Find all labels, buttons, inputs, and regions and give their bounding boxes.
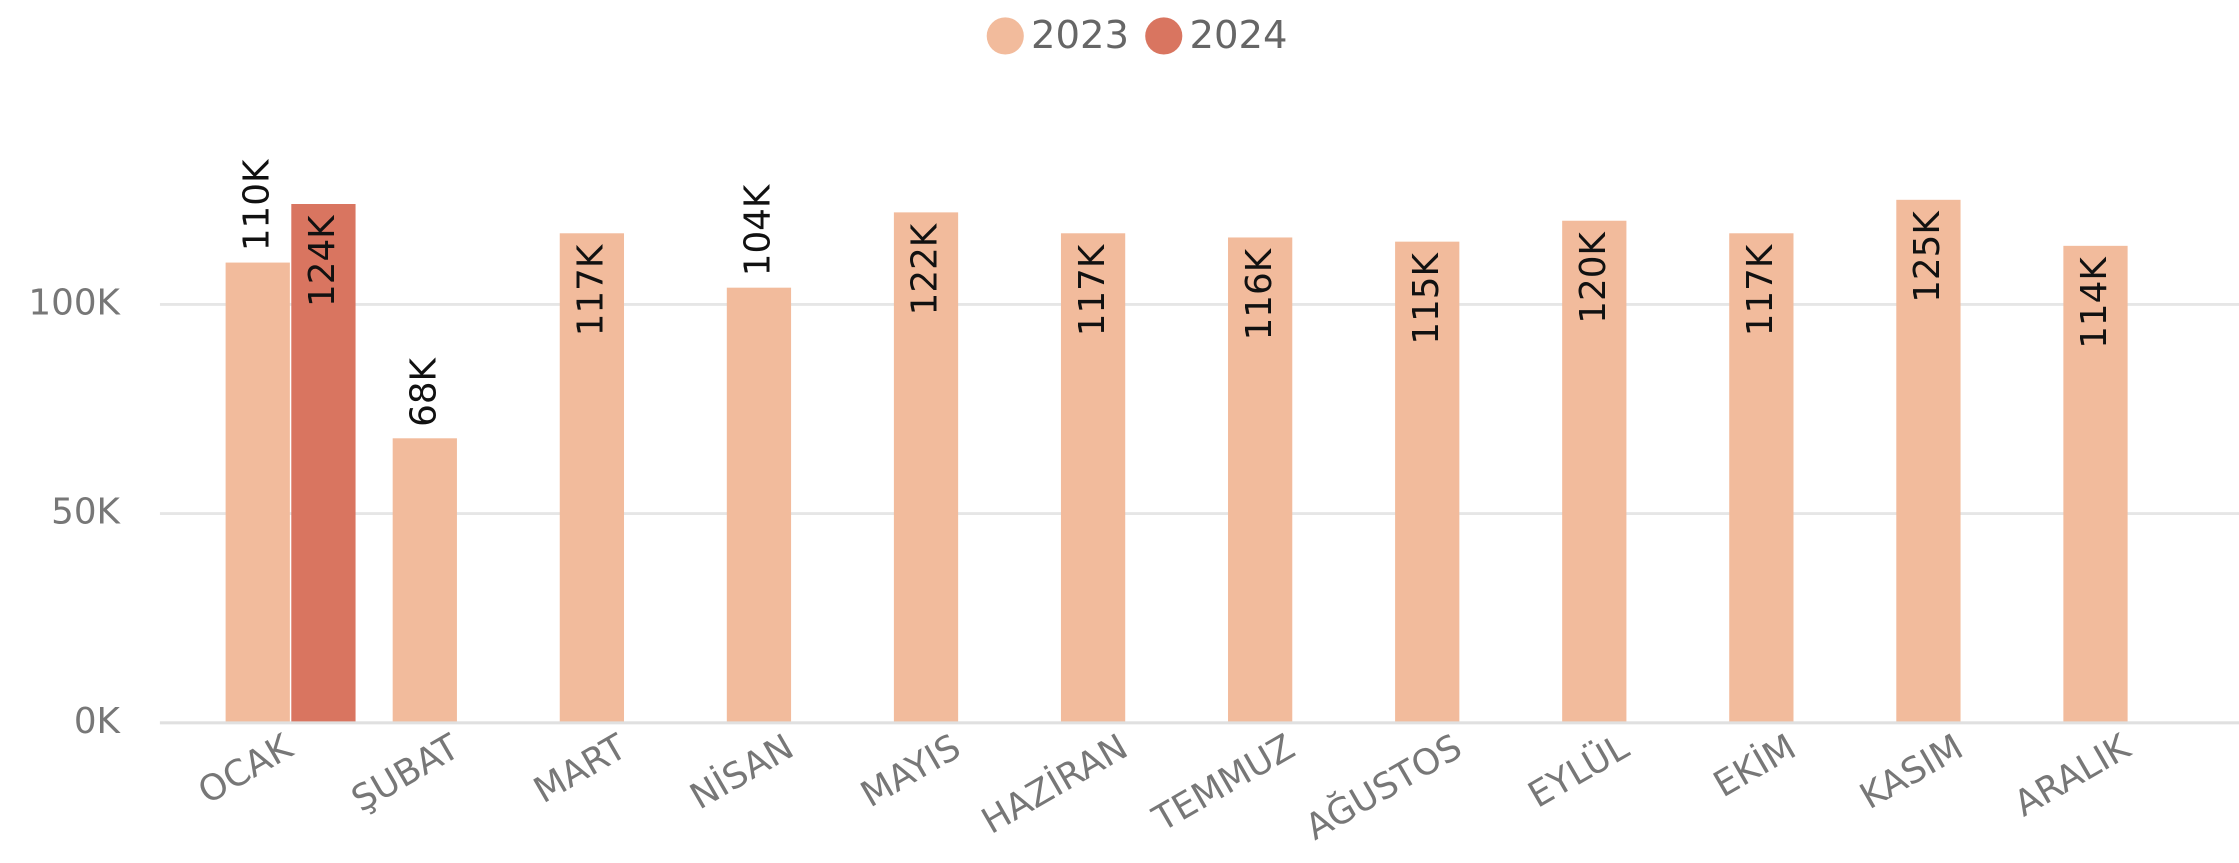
data-label-group: 114K [2074, 256, 2115, 349]
bar [893, 212, 959, 723]
data-label-group: 117K [1740, 243, 1781, 336]
legend-label: 2024 [1189, 13, 1287, 58]
y-tick-label: 100K [28, 282, 121, 323]
data-label: 120K [1573, 231, 1614, 324]
data-label: 104K [738, 183, 779, 276]
x-tick-group: ŞUBAT [345, 726, 467, 820]
x-tick-group: AĞUSTOS [1298, 726, 1469, 849]
x-tick-group: OCAK [192, 726, 301, 813]
bar [1228, 237, 1293, 723]
data-label: 125K [1907, 210, 1948, 303]
x-tick-label: KASIM [1853, 727, 1970, 818]
bar [392, 438, 457, 723]
x-tick-label: AĞUSTOS [1298, 726, 1469, 849]
x-tick-label: MART [527, 727, 634, 812]
x-tick-group: TEMMUZ [1145, 727, 1301, 841]
x-tick-group: KASIM [1853, 727, 1970, 818]
bar [291, 204, 356, 723]
legend-marker [986, 17, 1024, 55]
bar [1060, 233, 1126, 723]
data-label-group: 117K [1072, 243, 1113, 336]
data-label-group: 110K [236, 158, 277, 251]
x-tick-group: ARALIK [2008, 726, 2139, 825]
data-label: 116K [1239, 247, 1280, 340]
data-label: 110K [236, 158, 277, 251]
x-tick-label: MAYIS [854, 727, 968, 816]
x-tick-group: HAZİRAN [975, 726, 1135, 843]
data-label-group: 122K [905, 222, 946, 315]
bar [726, 287, 792, 723]
y-tick-label: 0K [74, 701, 122, 742]
bar [2063, 245, 2128, 723]
bar [1562, 220, 1627, 723]
data-label-group: 120K [1573, 231, 1614, 324]
bar [225, 262, 290, 723]
y-tick-label: 50K [51, 492, 121, 533]
data-label-group: 124K [302, 214, 343, 307]
x-tick-group: MART [527, 727, 634, 812]
x-tick-group: MAYIS [854, 727, 968, 816]
data-label-group: 104K [738, 183, 779, 276]
x-tick-label: ŞUBAT [345, 726, 467, 820]
data-label-group: 116K [1239, 247, 1280, 340]
x-tick-label: HAZİRAN [975, 726, 1135, 843]
data-label: 115K [1406, 251, 1447, 344]
x-tick-group: EYLÜL [1521, 726, 1636, 817]
data-label-group: 117K [571, 243, 612, 336]
bar [1729, 233, 1794, 723]
x-tick-group: EKİM [1706, 726, 1803, 806]
data-label-group: 68K [404, 356, 445, 426]
data-label-group: 115K [1406, 251, 1447, 344]
legend-marker [1145, 17, 1183, 55]
x-tick-label: NİSAN [683, 726, 801, 818]
x-tick-label: OCAK [192, 726, 301, 813]
data-label: 117K [1740, 243, 1781, 336]
x-tick-label: EYLÜL [1521, 726, 1636, 817]
data-label: 117K [1072, 243, 1113, 336]
bar [1395, 241, 1460, 723]
data-label-group: 125K [1907, 210, 1948, 303]
data-label: 124K [302, 214, 343, 307]
bar [1896, 199, 1961, 723]
data-label: 122K [905, 222, 946, 315]
x-tick-label: ARALIK [2008, 726, 2139, 825]
x-tick-group: NİSAN [683, 726, 801, 818]
data-label: 114K [2074, 256, 2115, 349]
data-label: 68K [404, 356, 445, 426]
legend-label: 2023 [1031, 13, 1129, 58]
x-tick-label: TEMMUZ [1145, 727, 1301, 841]
bar [559, 233, 625, 723]
data-label: 117K [571, 243, 612, 336]
x-tick-label: EKİM [1706, 726, 1803, 806]
